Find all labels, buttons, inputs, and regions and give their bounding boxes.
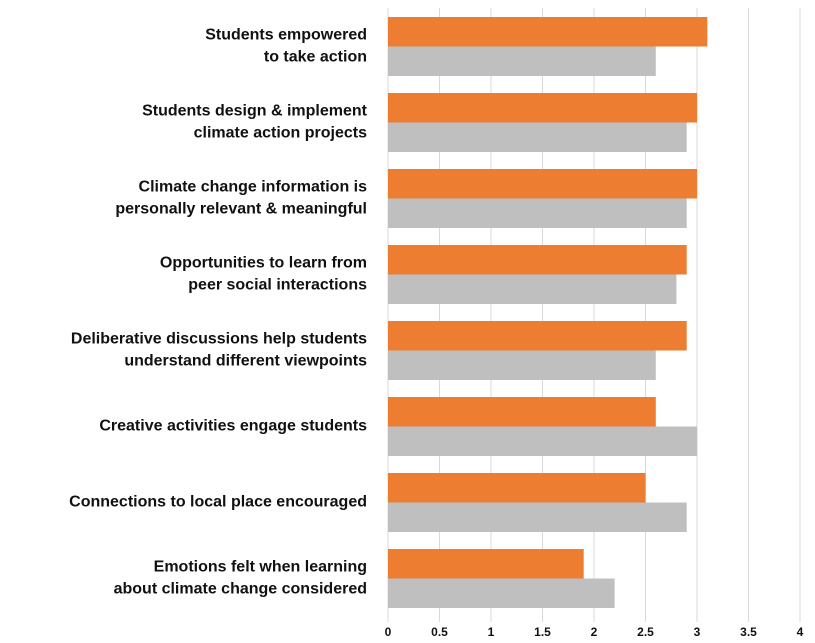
x-tick-label: 1 [488,625,495,639]
bar [388,169,697,199]
category-label: Opportunities to learn from [160,255,367,272]
bar [388,245,687,275]
category-label: to take action [264,49,367,66]
bar [388,46,656,76]
bar [388,122,687,152]
category-label: understand different viewpoints [124,353,367,370]
category-label: Students empowered [205,27,367,44]
category-label: Deliberative discussions help students [71,331,367,348]
bar [388,578,615,608]
bar [388,426,697,456]
category-label: climate action projects [194,125,367,142]
category-label: about climate change considered [114,581,367,598]
x-tick-label: 3 [694,625,701,639]
bar [388,321,687,351]
bar [388,274,677,304]
x-tick-label: 2 [591,625,598,639]
x-tick-label: 0.5 [431,625,448,639]
x-tick-label: 2.5 [637,625,654,639]
category-label: peer social interactions [188,277,367,294]
bar [388,473,646,503]
x-tick-label: 0 [385,625,392,639]
category-label: personally relevant & meaningful [115,201,367,218]
x-tick-label: 1.5 [534,625,551,639]
category-label: Creative activities engage students [99,418,367,435]
bar [388,198,687,228]
bar [388,93,697,123]
bar [388,549,584,579]
bar [388,350,656,380]
bar [388,397,656,427]
category-label: Emotions felt when learning [154,559,367,576]
category-label: Students design & implement [142,103,368,120]
category-label: Climate change information is [139,179,368,196]
x-tick-label: 4 [797,625,804,639]
category-label: Connections to local place encouraged [69,494,367,511]
bar [388,17,708,47]
x-tick-label: 3.5 [740,625,757,639]
bar [388,502,687,532]
